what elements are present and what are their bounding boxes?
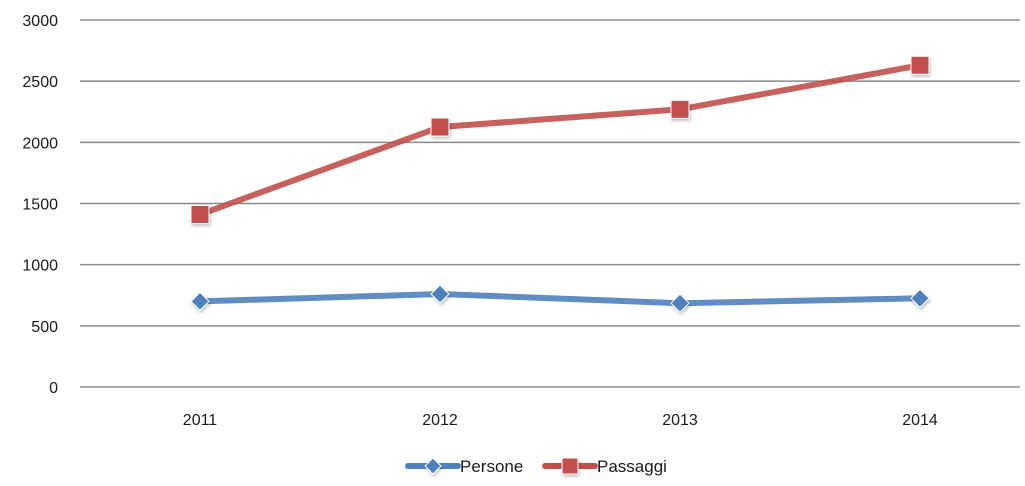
series-persone <box>190 284 930 313</box>
y-tick-label: 1000 <box>22 258 58 275</box>
legend-item-persone: Persone <box>405 457 523 476</box>
data-point <box>190 291 210 312</box>
data-point <box>910 55 930 75</box>
y-tick-label: 2000 <box>22 135 58 152</box>
data-point <box>670 99 690 119</box>
legend-swatch-marker <box>561 457 579 475</box>
x-axis-ticks: 2011 2012 2013 2014 <box>183 412 938 429</box>
legend-label: Passaggi <box>597 457 667 476</box>
data-point <box>670 293 690 313</box>
y-tick-label: 1500 <box>22 197 58 214</box>
series-passaggi <box>190 55 930 225</box>
series-line <box>197 291 923 307</box>
data-point <box>910 288 930 309</box>
y-tick-label: 3000 <box>22 13 58 30</box>
data-point <box>190 205 210 225</box>
y-tick-label: 2500 <box>22 74 58 91</box>
x-tick-label: 2012 <box>422 412 458 429</box>
series-lines <box>190 55 930 313</box>
series-line <box>197 62 923 218</box>
legend-label: Persone <box>460 457 523 476</box>
x-tick-label: 2011 <box>183 412 218 429</box>
data-point <box>430 284 450 304</box>
x-tick-label: 2013 <box>662 412 698 429</box>
legend-swatch-marker <box>424 457 442 475</box>
data-point <box>430 117 450 137</box>
x-tick-label: 2014 <box>902 412 938 429</box>
y-axis-ticks: 0 500 1000 1500 2000 2500 3000 <box>22 13 58 397</box>
legend: Persone Passaggi <box>405 457 667 476</box>
y-tick-label: 0 <box>49 380 58 397</box>
legend-item-passaggi: Passaggi <box>542 457 667 476</box>
y-tick-label: 500 <box>31 319 58 336</box>
